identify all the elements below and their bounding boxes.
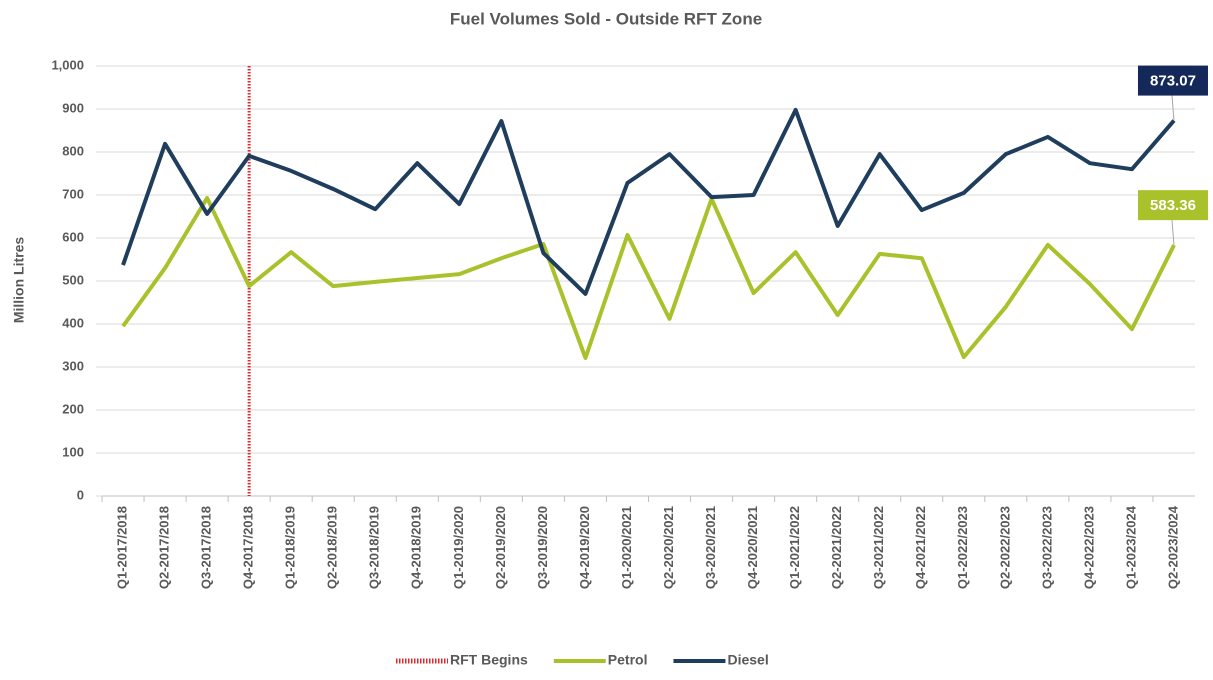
- x-tick-label: Q1-2019/2020: [451, 506, 466, 589]
- x-tick-label: Q4-2017/2018: [241, 506, 256, 589]
- x-tick-label: Q2-2023/2024: [1165, 505, 1180, 589]
- y-tick-label: 800: [62, 143, 84, 158]
- value-label: 873.07: [1150, 73, 1196, 90]
- x-tick-label: Q4-2021/2022: [913, 506, 928, 589]
- y-tick-label: 500: [62, 272, 84, 287]
- x-tick-label: Q1-2018/2019: [283, 506, 298, 589]
- value-label-box: [1137, 65, 1208, 96]
- label-leader: [1171, 95, 1175, 121]
- y-tick-label: 300: [62, 358, 84, 373]
- x-tick-label: Q4-2020/2021: [745, 506, 760, 589]
- x-tick-label: Q3-2019/2020: [535, 506, 550, 589]
- x-tick-label: Q1-2017/2018: [114, 506, 129, 589]
- y-tick-label: 600: [62, 229, 84, 244]
- value-label-box: [1137, 190, 1208, 221]
- chart-title: Fuel Volumes Sold - Outside RFT Zone: [450, 9, 762, 28]
- y-tick-label: 1,000: [51, 57, 84, 72]
- y-tick-label: 900: [62, 100, 84, 115]
- x-tick-label: Q3-2022/2023: [1039, 506, 1054, 589]
- x-tick-label: Q1-2023/2024: [1123, 505, 1138, 589]
- y-tick-label: 400: [62, 315, 84, 330]
- x-tick-label: Q4-2018/2019: [409, 506, 424, 589]
- x-tick-label: Q2-2019/2020: [493, 506, 508, 589]
- x-tick-label: Q4-2019/2020: [577, 506, 592, 589]
- x-tick-label: Q2-2022/2023: [997, 506, 1012, 589]
- y-tick-label: 0: [77, 487, 84, 502]
- x-tick-label: Q2-2018/2019: [325, 506, 340, 589]
- x-tick-label: Q3-2017/2018: [199, 506, 214, 589]
- x-tick-label: Q2-2017/2018: [156, 506, 171, 589]
- x-tick-label: Q2-2020/2021: [661, 506, 676, 589]
- x-tick-label: Q2-2021/2022: [829, 506, 844, 589]
- legend-label: Petrol: [608, 652, 648, 668]
- x-tick-label: Q3-2021/2022: [871, 506, 886, 589]
- x-tick-label: Q1-2021/2022: [787, 506, 802, 589]
- x-tick-label: Q4-2022/2023: [1081, 506, 1096, 589]
- series-line: [121, 196, 1176, 360]
- x-tick-label: Q3-2020/2021: [703, 506, 718, 589]
- x-tick-label: Q1-2022/2023: [955, 506, 970, 589]
- value-label: 583.36: [1150, 197, 1196, 214]
- y-tick-label: 200: [62, 401, 84, 416]
- label-leader: [1171, 220, 1175, 246]
- legend-label: Diesel: [727, 652, 768, 668]
- y-tick-label: 100: [62, 444, 84, 459]
- legend-label: RFT Begins: [450, 652, 528, 668]
- x-tick-label: Q3-2018/2019: [367, 506, 382, 589]
- series-line: [121, 107, 1176, 296]
- x-tick-label: Q1-2020/2021: [619, 506, 634, 589]
- y-axis-title: Million Litres: [11, 237, 27, 324]
- y-tick-label: 700: [62, 186, 84, 201]
